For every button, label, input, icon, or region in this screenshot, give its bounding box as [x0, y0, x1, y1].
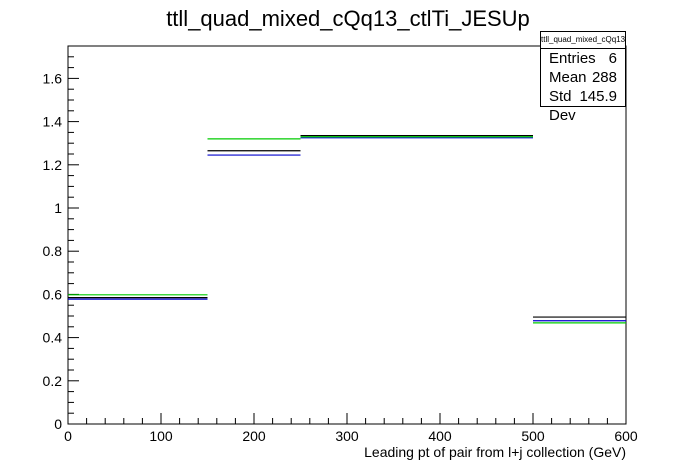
stats-row-mean: Mean 288 — [541, 68, 625, 87]
stats-value: 145.9 — [579, 88, 617, 105]
x-tick-label: 500 — [521, 428, 545, 444]
stats-value: 288 — [591, 69, 617, 86]
stats-row-entries: Entries 6 — [541, 49, 625, 68]
x-tick-label: 100 — [149, 428, 173, 444]
stats-box: ttll_quad_mixed_cQq13_ctlTi_JESUp Entrie… — [540, 31, 626, 124]
x-axis: 0 100 200 300 400 500 600 — [64, 413, 638, 444]
y-tick-label: 0.2 — [43, 373, 63, 389]
y-tick-label: 0.4 — [43, 330, 63, 346]
y-tick-label: 0 — [54, 416, 62, 432]
chart-title: ttll_quad_mixed_cQq13_ctlTi_JESUp — [166, 6, 530, 31]
stats-label: Mean — [549, 69, 587, 86]
stats-label: Entries — [549, 50, 596, 67]
x-tick-label: 200 — [242, 428, 266, 444]
stats-title: ttll_quad_mixed_cQq13_ctlTi_JESUp — [541, 32, 625, 49]
stats-row-stddev: Std Dev 145.9 — [541, 87, 625, 125]
y-tick-label: 1.6 — [43, 70, 63, 86]
x-tick-label: 0 — [64, 428, 72, 444]
y-tick-label: 0.6 — [43, 286, 63, 302]
y-tick-label: 0.8 — [43, 243, 63, 259]
x-axis-label: Leading pt of pair from l+j collection (… — [364, 444, 626, 460]
stats-value: 6 — [608, 50, 617, 67]
histogram-series — [68, 135, 626, 324]
x-tick-label: 300 — [335, 428, 359, 444]
y-tick-label: 1.4 — [43, 114, 63, 130]
stats-label: Std Dev — [549, 88, 576, 124]
x-tick-label: 600 — [614, 428, 638, 444]
y-axis: 0 0.2 0.4 0.6 0.8 1 1.2 1.4 1.6 — [43, 56, 79, 432]
x-tick-label: 400 — [428, 428, 452, 444]
y-tick-label: 1 — [54, 200, 62, 216]
y-tick-label: 1.2 — [43, 157, 63, 173]
